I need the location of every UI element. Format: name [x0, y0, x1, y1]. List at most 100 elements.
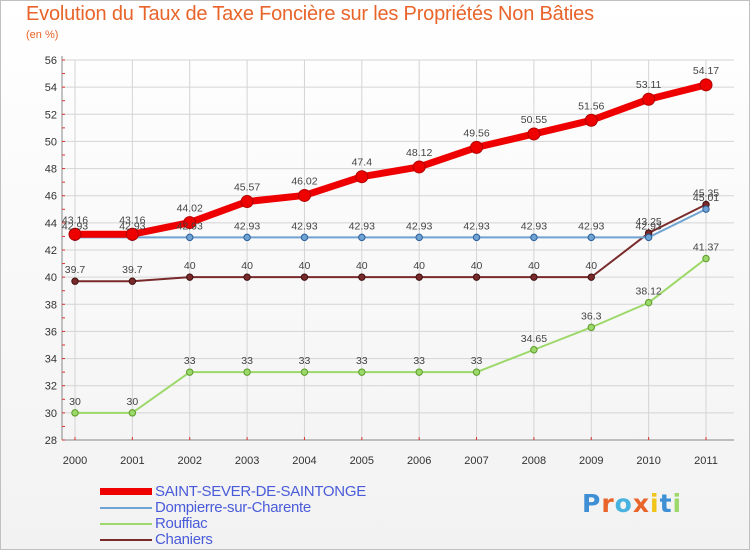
series-1-point [530, 233, 538, 242]
series-2-point [587, 323, 595, 332]
series-3-data-label: 40 [528, 260, 540, 272]
series-0-point [412, 160, 426, 174]
series-3-data-label: 40 [585, 260, 597, 272]
x-tick-label: 2004 [292, 455, 316, 467]
logo-letter: i [672, 489, 683, 518]
proxiti-logo: Proxiti [582, 489, 682, 518]
series-3-point [300, 273, 309, 281]
x-tick-label: 2003 [235, 455, 259, 467]
series-line-1 [74, 208, 707, 239]
grid-lines [62, 59, 734, 441]
series-0-point [297, 188, 311, 202]
series-3-point [71, 277, 79, 285]
series-0-point [584, 113, 598, 127]
series-0-point [183, 216, 197, 230]
legend-swatch-dompierre [100, 507, 152, 509]
series-0-data-label: 43.16 [119, 214, 145, 226]
series-1-point [243, 233, 251, 242]
y-tick-label: 34 [45, 354, 57, 366]
series-1-point [300, 233, 309, 242]
series-2-point [71, 409, 79, 417]
series-2-data-label: 41.37 [693, 242, 719, 254]
x-tick-label: 2000 [63, 455, 87, 467]
y-tick-label: 28 [45, 435, 57, 447]
series-2-point [644, 298, 653, 307]
logo-letter: P [582, 489, 602, 518]
legend-label-saint-sever: SAINT-SEVER-DE-SAINTONGE [155, 483, 366, 500]
series-3-point [128, 277, 137, 285]
series-3-data-label: 39.7 [65, 264, 86, 276]
series-2-data-label: 38.12 [635, 286, 661, 298]
series-0-data-label: 46.02 [291, 175, 317, 187]
series-0-data-label: 54.17 [693, 65, 719, 77]
series-0-data-label: 48.12 [406, 147, 432, 159]
series-points [68, 78, 713, 417]
series-3-data-label: 45.35 [693, 188, 719, 200]
logo-letter: r [601, 489, 615, 518]
series-2-data-label: 36.3 [581, 310, 602, 322]
series-2-data-label: 33 [356, 355, 368, 367]
series-1-data-label: 42.93 [521, 220, 547, 232]
series-1-data-label: 42.93 [234, 220, 260, 232]
y-tick-label: 56 [45, 55, 57, 67]
series-1-point [644, 233, 653, 242]
y-tick-label: 38 [45, 299, 57, 311]
y-tick-label: 52 [45, 109, 57, 121]
series-1-data-label: 42.93 [463, 220, 489, 232]
series-0-data-label: 49.56 [463, 127, 489, 139]
series-0-point [125, 227, 139, 241]
x-tick-label: 2007 [464, 455, 488, 467]
legend-swatch-chaniers [100, 539, 152, 541]
legend-label-chaniers: Chaniers [155, 531, 213, 548]
series-2-data-label: 33 [471, 355, 483, 367]
series-1-point [472, 233, 481, 242]
series-3-data-label: 40 [184, 260, 196, 272]
series-line-2 [74, 257, 707, 414]
series-2-data-label: 30 [69, 396, 81, 408]
series-2-point [530, 346, 538, 354]
y-tick-label: 42 [45, 245, 57, 257]
series-1-point [358, 233, 366, 242]
x-tick-label: 2011 [694, 455, 718, 467]
series-2-data-label: 33 [299, 355, 311, 367]
series-3-data-label: 39.7 [122, 264, 143, 276]
series-1-point [587, 233, 595, 242]
series-3-point [587, 273, 595, 281]
series-2-data-label: 33 [184, 355, 196, 367]
x-tick-label: 2008 [522, 455, 546, 467]
series-0-data-label: 47.4 [352, 157, 373, 169]
y-tick-label: 48 [45, 164, 57, 176]
series-2-point [472, 368, 481, 376]
legend-label-rouffiac: Rouffiac [155, 515, 208, 532]
legend-swatch-saint-sever [100, 488, 152, 495]
series-line-0 [71, 81, 710, 238]
series-3-point [243, 273, 251, 281]
series-1-point [186, 233, 194, 242]
chart-title: Evolution du Taux de Taxe Foncière sur l… [26, 3, 594, 25]
series-0-point [68, 227, 82, 241]
y-tick-label: 30 [45, 408, 57, 420]
x-tick-label: 2009 [579, 455, 603, 467]
series-0-data-label: 50.55 [521, 114, 547, 126]
series-2-data-label: 30 [127, 396, 139, 408]
series-3-data-label: 40 [413, 260, 425, 272]
y-tick-label: 44 [45, 218, 57, 230]
series-1-data-label: 42.93 [119, 220, 145, 232]
y-tick-label: 40 [45, 272, 57, 284]
series-1-data-label: 42.93 [635, 220, 661, 232]
series-2-data-label: 33 [413, 355, 425, 367]
y-tick-label: 54 [45, 82, 57, 94]
series-0-data-label: 45.57 [234, 182, 260, 194]
series-0-point [355, 170, 369, 184]
y-tick-label: 36 [45, 326, 57, 338]
x-tick-label: 2002 [177, 455, 201, 467]
x-tick-label: 2006 [407, 455, 431, 467]
series-0-data-label: 43.16 [62, 214, 88, 226]
legend-label-dompierre: Dompierre-sur-Charente [155, 499, 311, 516]
series-0-point [470, 140, 484, 154]
series-2-point [702, 254, 710, 263]
series-0-point [699, 78, 713, 92]
data-labels: 43.16 43.16 44.02 45.57 46.02 47.4 48.12 49.56 5… [62, 65, 719, 408]
y-tick-label: 46 [45, 191, 57, 203]
